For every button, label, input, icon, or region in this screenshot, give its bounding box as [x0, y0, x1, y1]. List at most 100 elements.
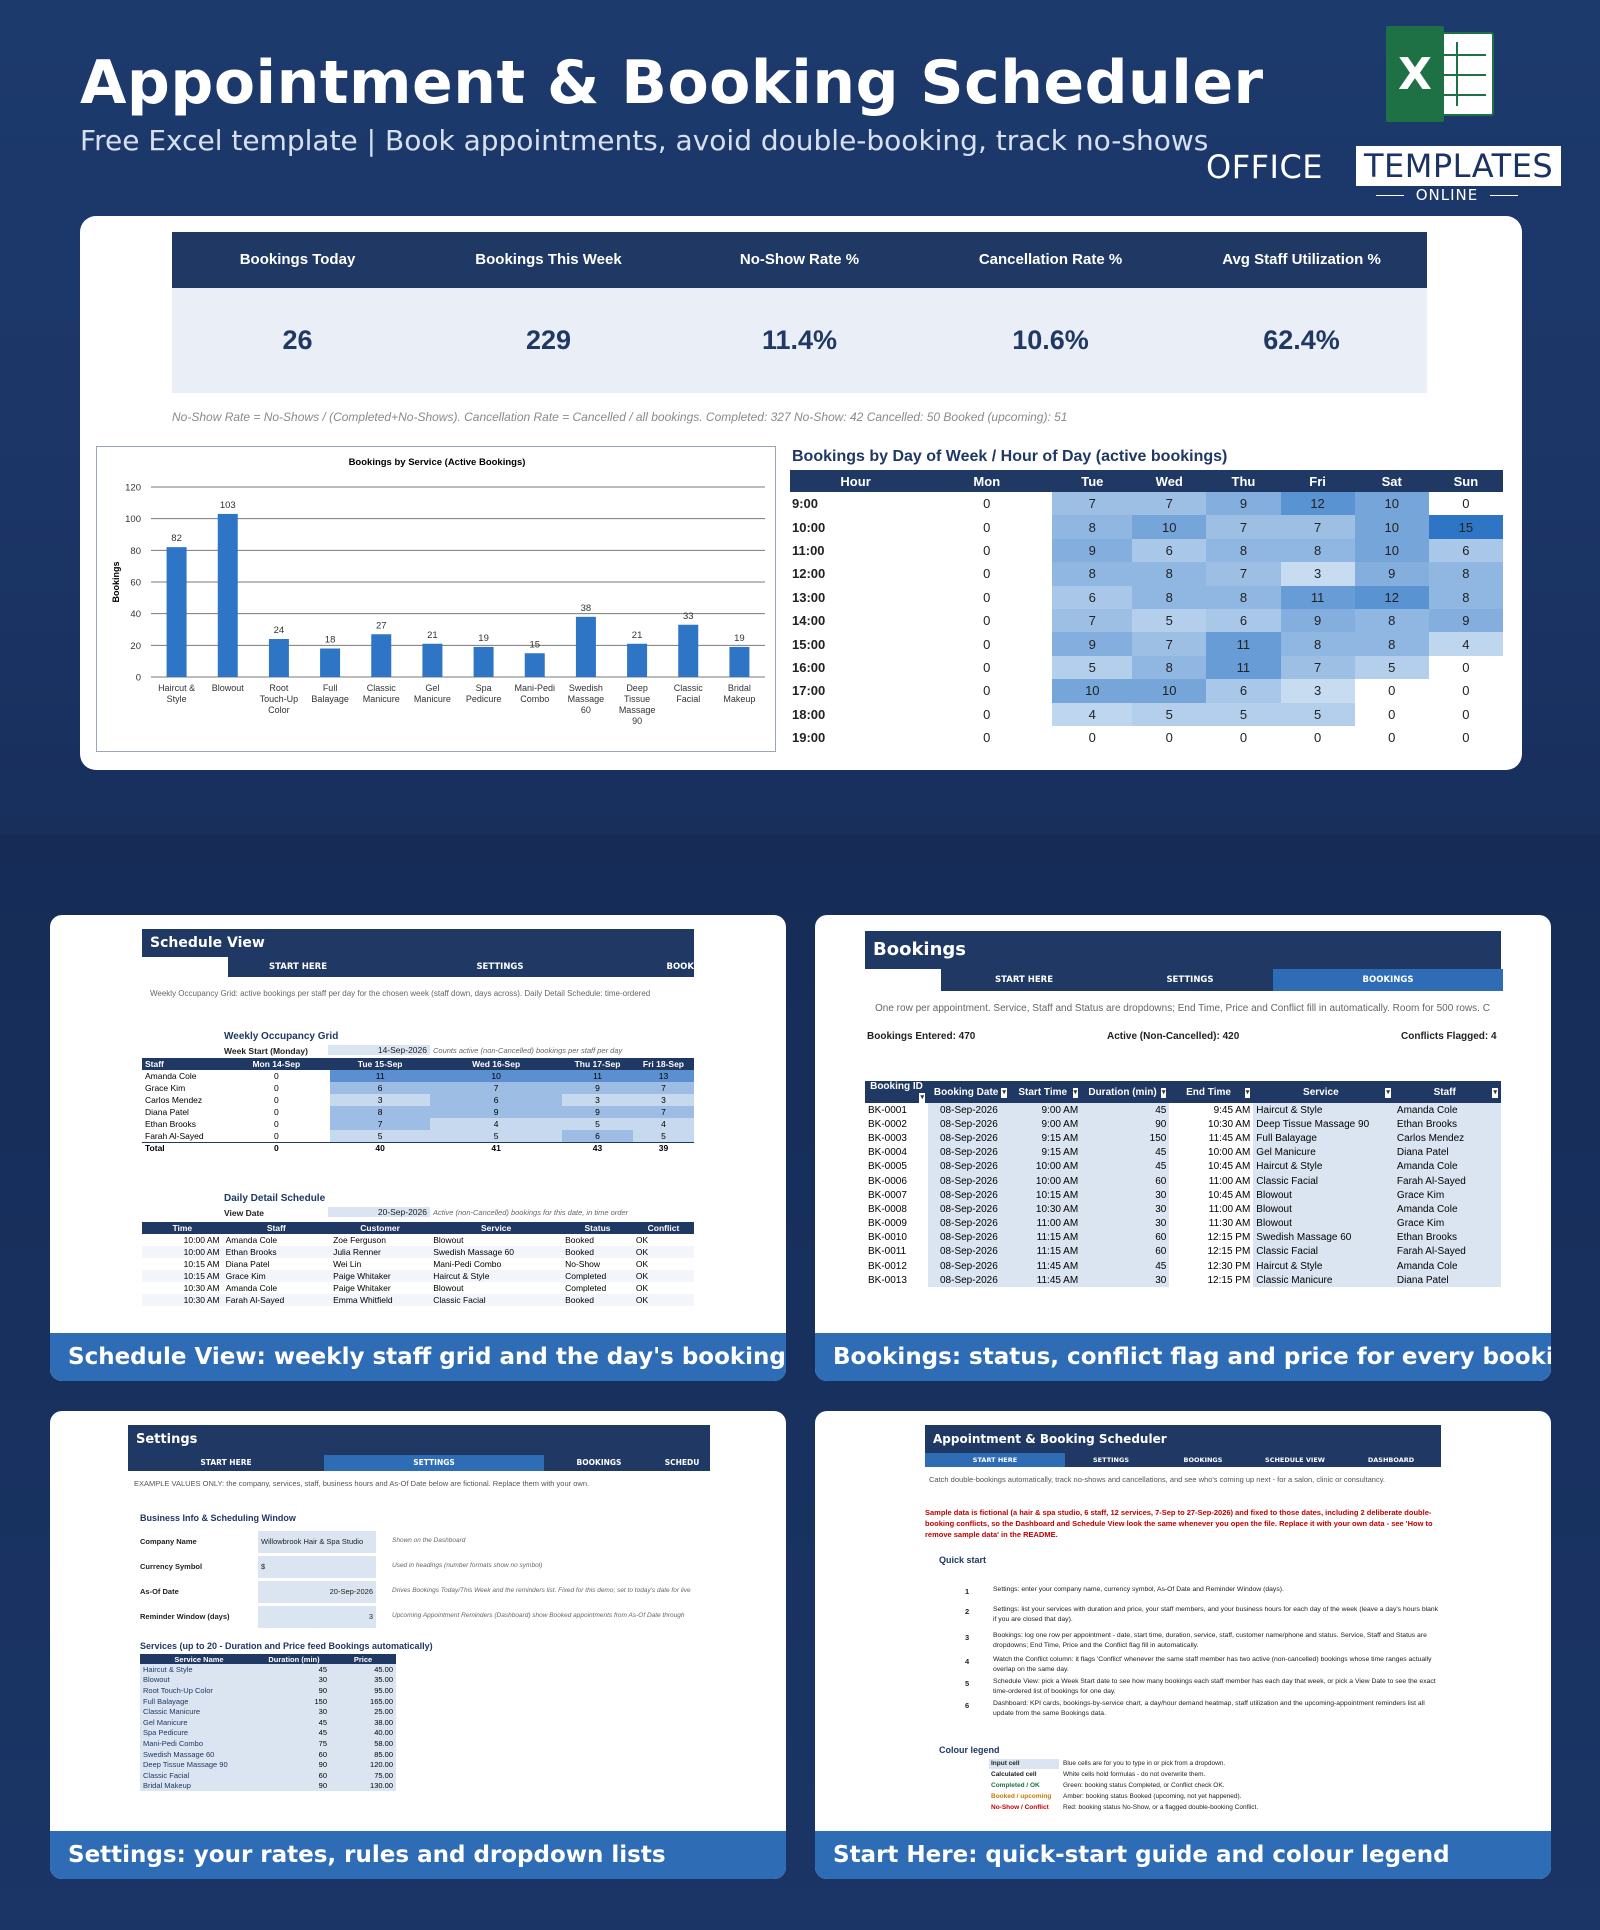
tab-bookings[interactable]: BOOKINGS: [1157, 1453, 1249, 1467]
table-cell[interactable]: Blowout: [1253, 1188, 1394, 1203]
table-cell[interactable]: BK-0010: [868, 1232, 907, 1244]
setting-input[interactable]: Willowbrook Hair & Spa Studio: [258, 1531, 376, 1553]
table-cell[interactable]: 10:30 AM: [1208, 1118, 1251, 1130]
table-cell[interactable]: 11:45 AM: [1009, 1273, 1082, 1288]
table-cell[interactable]: 60: [258, 1748, 330, 1760]
table-cell[interactable]: 08-Sep-2026: [927, 1103, 1010, 1118]
table-cell[interactable]: Blowout: [1253, 1202, 1394, 1217]
table-cell[interactable]: 30: [258, 1706, 330, 1717]
table-cell[interactable]: 90: [258, 1685, 330, 1696]
filter-dropdown-icon[interactable]: ▾: [1001, 1087, 1007, 1098]
tab-bookings[interactable]: BOOKINGS: [1273, 969, 1503, 991]
table-cell[interactable]: 30: [1081, 1188, 1170, 1203]
table-cell[interactable]: 11:15 AM: [1009, 1230, 1082, 1245]
table-cell[interactable]: Classic Facial: [1253, 1244, 1394, 1260]
table-cell[interactable]: Gel Manicure: [140, 1716, 258, 1728]
table-cell[interactable]: Ethan Brooks: [1393, 1117, 1501, 1132]
table-cell[interactable]: Root Touch-Up Color: [140, 1685, 258, 1696]
table-cell[interactable]: 90: [258, 1780, 330, 1792]
tab-start-here[interactable]: START HERE: [941, 969, 1107, 991]
bookings-col-header[interactable]: End Time ▾: [1169, 1081, 1254, 1103]
table-cell[interactable]: BK-0012: [868, 1260, 907, 1272]
table-cell[interactable]: 45: [258, 1664, 330, 1675]
bookings-col-header[interactable]: Service ▾: [1253, 1081, 1394, 1103]
table-cell[interactable]: 08-Sep-2026: [927, 1202, 1010, 1217]
tab-schedule-view[interactable]: SCHEDULE VIEW: [1249, 1453, 1341, 1467]
table-cell[interactable]: Full Balayage: [140, 1695, 258, 1707]
table-cell[interactable]: 11:45 AM: [1009, 1259, 1082, 1274]
table-cell[interactable]: 45: [1081, 1159, 1170, 1174]
table-cell[interactable]: BK-0011: [868, 1246, 907, 1258]
table-cell[interactable]: 9:15 AM: [1009, 1131, 1082, 1146]
table-cell[interactable]: Amanda Cole: [1393, 1259, 1501, 1274]
table-cell[interactable]: Haircut & Style: [140, 1664, 258, 1675]
table-cell[interactable]: Amanda Cole: [1393, 1202, 1501, 1217]
table-cell[interactable]: 12:15 PM: [1207, 1274, 1251, 1286]
table-cell[interactable]: 75: [258, 1738, 330, 1749]
table-cell[interactable]: 11:00 AM: [1208, 1175, 1251, 1187]
table-cell[interactable]: 45.00: [330, 1664, 396, 1675]
table-cell[interactable]: 150: [258, 1695, 330, 1707]
filter-dropdown-icon[interactable]: ▾: [1492, 1087, 1498, 1098]
table-cell[interactable]: 45: [1081, 1103, 1170, 1118]
table-cell[interactable]: 12:15 PM: [1207, 1232, 1251, 1244]
table-cell[interactable]: 08-Sep-2026: [927, 1188, 1010, 1203]
table-cell[interactable]: Bridal Makeup: [140, 1780, 258, 1792]
table-cell[interactable]: 08-Sep-2026: [927, 1273, 1010, 1288]
table-cell[interactable]: Classic Facial: [1253, 1173, 1394, 1189]
table-cell[interactable]: BK-0013: [868, 1274, 907, 1286]
table-cell[interactable]: Deep Tissue Massage 90: [140, 1759, 258, 1770]
table-cell[interactable]: 150: [1081, 1131, 1170, 1146]
table-cell[interactable]: Full Balayage: [1253, 1131, 1394, 1146]
table-cell[interactable]: 08-Sep-2026: [927, 1216, 1010, 1231]
filter-dropdown-icon[interactable]: ▾: [1072, 1087, 1079, 1098]
table-cell[interactable]: 10:00 AM: [1009, 1173, 1082, 1189]
table-cell[interactable]: Amanda Cole: [1393, 1159, 1501, 1174]
filter-dropdown-icon[interactable]: ▾: [1385, 1087, 1391, 1098]
table-cell[interactable]: Spa Pedicure: [140, 1727, 258, 1739]
table-cell[interactable]: 12:15 PM: [1207, 1246, 1251, 1258]
table-cell[interactable]: 130.00: [330, 1780, 396, 1792]
tab-bookings[interactable]: BOOKINGS: [544, 1455, 654, 1471]
table-cell[interactable]: Farah Al-Sayed: [1393, 1244, 1501, 1260]
table-cell[interactable]: 08-Sep-2026: [927, 1230, 1010, 1245]
table-cell[interactable]: BK-0001: [868, 1104, 907, 1116]
table-cell[interactable]: 08-Sep-2026: [927, 1117, 1010, 1132]
table-cell[interactable]: Farah Al-Sayed: [1393, 1173, 1501, 1189]
table-cell[interactable]: Haircut & Style: [1253, 1159, 1394, 1174]
table-cell[interactable]: 11:00 AM: [1208, 1203, 1251, 1215]
table-cell[interactable]: 90: [258, 1759, 330, 1770]
table-cell[interactable]: Blowout: [140, 1674, 258, 1686]
table-cell[interactable]: Grace Kim: [1393, 1188, 1501, 1203]
table-cell[interactable]: Diana Patel: [1393, 1273, 1501, 1288]
view-date-input[interactable]: 20-Sep-2026: [328, 1207, 430, 1217]
table-cell[interactable]: 10:30 AM: [1009, 1202, 1082, 1217]
table-cell[interactable]: 45: [258, 1727, 330, 1739]
table-cell[interactable]: 11:00 AM: [1009, 1216, 1082, 1231]
table-cell[interactable]: Swedish Massage 60: [140, 1748, 258, 1760]
table-cell[interactable]: 58.00: [330, 1738, 396, 1749]
bookings-col-header[interactable]: Start Time ▾: [1009, 1081, 1082, 1103]
table-cell[interactable]: 08-Sep-2026: [927, 1145, 1010, 1160]
table-cell[interactable]: Swedish Massage 60: [1253, 1230, 1394, 1245]
table-cell[interactable]: BK-0007: [868, 1189, 907, 1201]
table-cell[interactable]: 9:00 AM: [1009, 1117, 1082, 1132]
table-cell[interactable]: 60: [1081, 1230, 1170, 1245]
tab-settings[interactable]: SETTINGS: [1065, 1453, 1157, 1467]
table-cell[interactable]: 08-Sep-2026: [927, 1131, 1010, 1146]
tab-settings[interactable]: SETTINGS: [1107, 969, 1273, 991]
table-cell[interactable]: Classic Facial: [140, 1769, 258, 1781]
bookings-col-header[interactable]: Booking ID ▾: [865, 1081, 928, 1103]
tab-start-here[interactable]: START HERE: [128, 1455, 324, 1471]
table-cell[interactable]: Ethan Brooks: [1393, 1230, 1501, 1245]
table-cell[interactable]: 12:30 PM: [1207, 1260, 1251, 1272]
table-cell[interactable]: BK-0003: [868, 1132, 907, 1144]
table-cell[interactable]: 60: [258, 1769, 330, 1781]
bookings-col-header[interactable]: Booking Date ▾: [927, 1081, 1010, 1103]
table-cell[interactable]: 60: [1081, 1244, 1170, 1260]
table-cell[interactable]: Diana Patel: [1393, 1145, 1501, 1160]
table-cell[interactable]: 60: [1081, 1173, 1170, 1189]
week-start-input[interactable]: 14-Sep-2026: [328, 1045, 430, 1055]
table-cell[interactable]: 9:45 AM: [1213, 1104, 1251, 1116]
table-cell[interactable]: 120.00: [330, 1759, 396, 1770]
